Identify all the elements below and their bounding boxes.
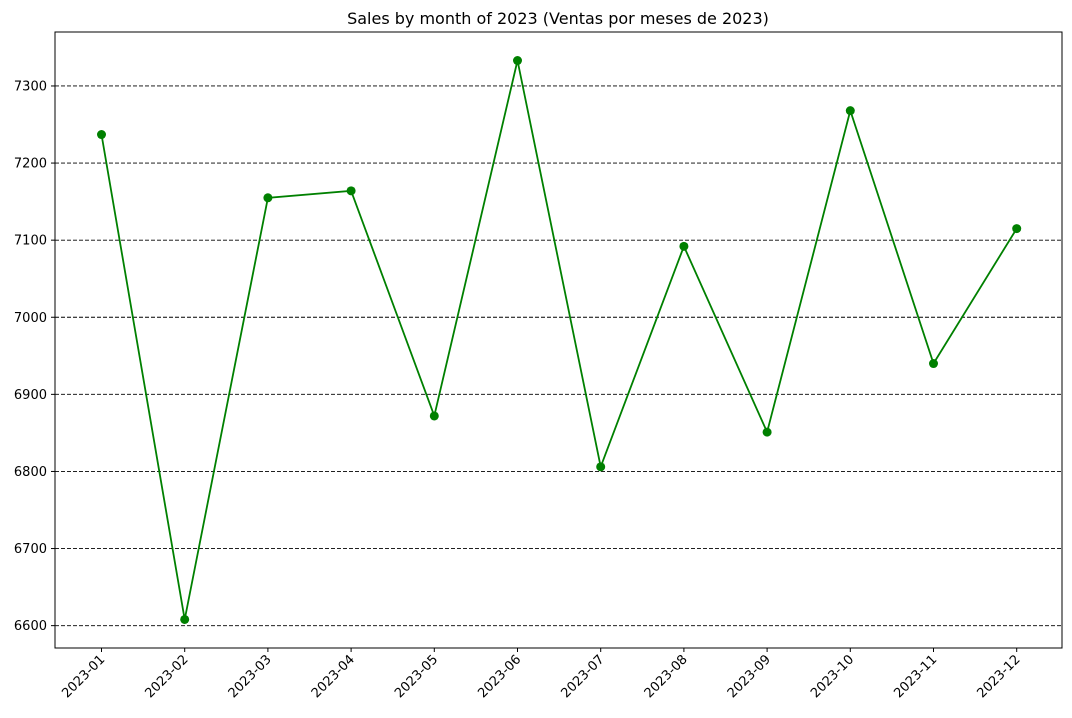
- data-point: [929, 359, 938, 369]
- data-point: [429, 411, 439, 421]
- data-point: [513, 56, 522, 66]
- x-tick-label: 2023-12: [975, 652, 1024, 701]
- data-point: [180, 614, 190, 624]
- data-point: [263, 193, 273, 203]
- chart-title: Sales by month of 2023 (Ventas por meses…: [347, 9, 769, 28]
- x-tick-label: 2023-02: [143, 652, 192, 701]
- data-point: [346, 186, 356, 196]
- x-tick-label: 2023-10: [808, 652, 857, 701]
- series-line: [100, 60, 1018, 620]
- data-point: [97, 130, 106, 140]
- data-point: [1012, 224, 1022, 234]
- x-tick-label: 2023-04: [309, 652, 358, 701]
- y-tick-label: 7300: [14, 79, 47, 94]
- y-axis: 6600 6700 6800 6900 7000 7100 7200 7300: [14, 79, 55, 634]
- x-tick-label: 2023-07: [559, 652, 608, 701]
- y-tick-label: 7100: [14, 234, 47, 249]
- y-tick-label: 7000: [14, 311, 47, 326]
- grid-lines: [55, 85, 1062, 627]
- data-point: [679, 241, 689, 251]
- data-point: [845, 106, 855, 116]
- x-axis: 2023-01 2023-02 2023-03 2023-04 2023-05 2023-…: [59, 648, 1024, 701]
- x-tick-label: 2023-11: [891, 652, 940, 701]
- y-tick-label: 6700: [14, 542, 47, 557]
- y-tick-label: 6600: [14, 619, 47, 634]
- x-tick-label: 2023-09: [725, 652, 774, 701]
- x-tick-label: 2023-01: [59, 652, 108, 701]
- x-tick-label: 2023-06: [475, 652, 524, 701]
- plot-frame: [54, 31, 1063, 649]
- x-tick-label: 2023-03: [226, 652, 275, 701]
- data-point: [762, 427, 772, 437]
- x-tick-label: 2023-08: [642, 652, 691, 701]
- y-tick-label: 6800: [14, 465, 47, 480]
- data-point: [596, 462, 606, 472]
- series-group: [97, 56, 1022, 624]
- x-tick-label: 2023-05: [392, 652, 441, 701]
- y-tick-label: 7200: [14, 157, 47, 172]
- y-tick-label: 6900: [14, 388, 47, 403]
